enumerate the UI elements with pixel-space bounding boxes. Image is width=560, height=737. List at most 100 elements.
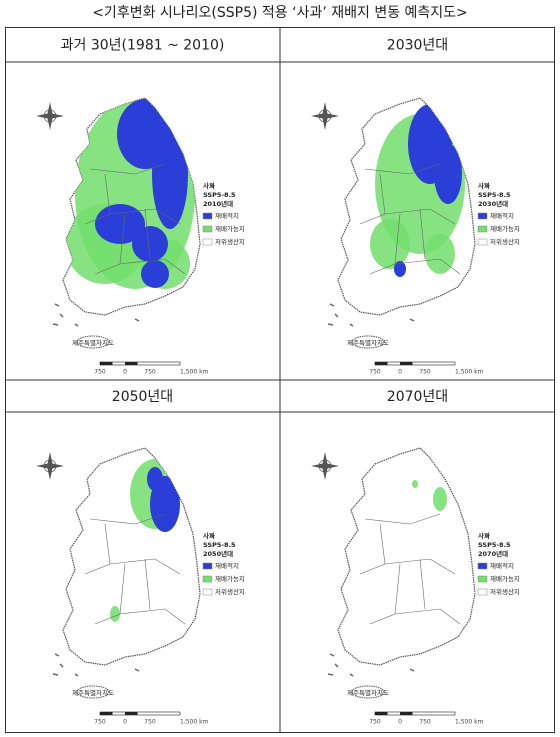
- legend-crop: 사과: [478, 181, 490, 190]
- legend-label: 재배적지: [215, 211, 239, 220]
- jeju-island: [76, 685, 110, 699]
- optimal-area: [434, 144, 462, 204]
- legend-label: 재배가능지: [215, 224, 245, 233]
- compass-ring: [43, 109, 57, 123]
- figure-title: <기후변화 시나리오(SSP5) 적용 ‘사과’ 재배지 변동 예측지도>: [92, 5, 468, 21]
- legend-scenario: SSP5-8.5: [478, 191, 511, 199]
- panel-title: 과거 30년(1981 ~ 2010): [61, 38, 225, 54]
- islands: [327, 183, 489, 327]
- suitability-layer: [412, 480, 447, 511]
- legend-swatch: [202, 225, 213, 233]
- scale-label: 1,500 km: [455, 719, 484, 726]
- legend-period: 2070년대: [478, 549, 508, 558]
- compass-ring: [43, 459, 57, 473]
- scale-label: 1,500 km: [455, 369, 484, 376]
- optimal-area: [95, 204, 145, 244]
- suitability-layer: [65, 99, 195, 289]
- legend-scenario: SSP5-8.5: [203, 541, 236, 549]
- compass: [36, 102, 64, 130]
- legend-swatch: [202, 212, 213, 220]
- scale-bar-fill: [400, 712, 413, 715]
- legend-label: 재배적지: [215, 561, 239, 570]
- legend-swatch: [477, 562, 488, 570]
- legend-crop: 사과: [203, 181, 215, 190]
- scale-label: 750: [144, 719, 156, 726]
- islands: [327, 533, 489, 677]
- province-borders: [84, 513, 186, 625]
- suitable-area: [425, 234, 455, 274]
- scale-label: 750: [144, 369, 156, 376]
- legend-swatch: [477, 225, 488, 233]
- panel-title: 2050년대: [112, 389, 173, 405]
- legend-swatch: [202, 562, 213, 570]
- legend-label: 저위생산지: [215, 237, 245, 246]
- legend-label: 재배가능지: [490, 574, 520, 583]
- scale-label: 0: [123, 369, 127, 376]
- legend-swatch: [202, 238, 213, 246]
- legend-period: 2050년대: [203, 549, 233, 558]
- jeju-island: [351, 685, 385, 699]
- legend-swatch: [477, 588, 488, 596]
- island-label: 제주특별자치도: [347, 688, 389, 697]
- legend-label: 저위생산지: [215, 587, 245, 596]
- suitable-area: [412, 480, 418, 488]
- legend-swatch: [477, 575, 488, 583]
- legend-period: 2010년대: [203, 199, 233, 208]
- scale-label: 0: [398, 369, 402, 376]
- scale-label: 750: [419, 719, 431, 726]
- panel-title: 2030년대: [387, 38, 448, 54]
- legend-swatch: [477, 238, 488, 246]
- islands: [52, 183, 214, 327]
- jeju-island: [351, 335, 385, 349]
- suitable-area: [433, 487, 447, 511]
- legend-crop: 사과: [203, 531, 215, 540]
- scale-bar-fill: [375, 712, 388, 715]
- optimal-area: [394, 261, 406, 277]
- scale-bar-fill: [125, 712, 138, 715]
- scale-label: 0: [398, 719, 402, 726]
- legend-period: 2030년대: [478, 199, 508, 208]
- scale-label: 750: [369, 369, 381, 376]
- scale-label: 750: [369, 719, 381, 726]
- province-borders: [359, 163, 461, 275]
- compass: [311, 452, 339, 480]
- suitability-layer: [370, 104, 465, 277]
- compass: [36, 452, 64, 480]
- legend-swatch: [477, 212, 488, 220]
- island-label: 제주특별자치도: [347, 338, 389, 347]
- scale-bar-fill: [100, 712, 113, 715]
- panel-title: 2070년대: [387, 389, 448, 405]
- island-label: 제주특별자치도: [72, 688, 114, 697]
- legend-swatch: [202, 575, 213, 583]
- scale-bar-fill: [100, 362, 113, 365]
- scale-bar-fill: [400, 362, 413, 365]
- compass-ring: [318, 109, 332, 123]
- scale-label: 750: [419, 369, 431, 376]
- suitable-area: [110, 606, 120, 622]
- legend-swatch: [202, 588, 213, 596]
- scale-bar-fill: [375, 362, 388, 365]
- province-borders: [84, 163, 186, 275]
- land: [337, 447, 476, 666]
- compass: [311, 102, 339, 130]
- legend-label: 재배적지: [490, 211, 514, 220]
- optimal-area: [141, 260, 169, 288]
- islands: [52, 533, 214, 677]
- legend-label: 재배적지: [490, 561, 514, 570]
- legend-scenario: SSP5-8.5: [478, 541, 511, 549]
- scale-label: 750: [94, 719, 106, 726]
- suitable-area: [370, 219, 410, 269]
- scale-label: 750: [94, 369, 106, 376]
- legend-label: 재배가능지: [215, 574, 245, 583]
- scale-label: 0: [123, 719, 127, 726]
- island-label: 제주특별자치도: [72, 338, 114, 347]
- scale-label: 1,500 km: [180, 369, 209, 376]
- legend-label: 재배가능지: [490, 224, 520, 233]
- jeju-island: [76, 335, 110, 349]
- scale-bar-fill: [125, 362, 138, 365]
- compass-ring: [318, 459, 332, 473]
- suitability-layer: [110, 459, 180, 622]
